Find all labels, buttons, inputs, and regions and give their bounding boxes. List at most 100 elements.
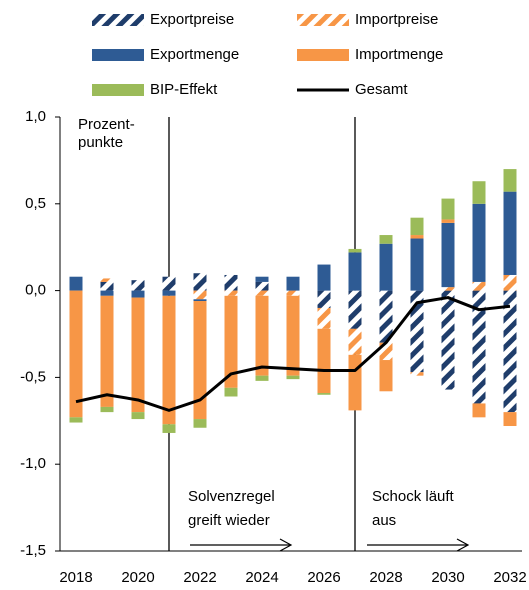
bar-segment	[379, 243, 393, 291]
bar-segment	[503, 191, 517, 275]
bar-segment	[317, 328, 331, 394]
legend-label: BIP-Effekt	[150, 81, 218, 98]
y-tick-label: -0,5	[20, 368, 46, 385]
bar-segment	[317, 393, 331, 395]
bar-segment	[100, 290, 114, 296]
total-line	[75, 296, 511, 412]
bar-segment	[286, 375, 300, 380]
bar-segment	[100, 406, 114, 413]
legend-swatch	[92, 14, 144, 26]
bar-segment	[131, 290, 145, 298]
annotation: greift wieder	[188, 512, 270, 529]
bar-segment	[472, 290, 486, 404]
legend-label: Importmenge	[355, 46, 443, 63]
unit-label: punkte	[78, 134, 123, 151]
bar-segment	[100, 278, 114, 282]
bar-segment	[472, 203, 486, 282]
y-tick-label: 0,0	[25, 282, 46, 299]
bar-segment	[317, 264, 331, 291]
bar-segment	[162, 290, 176, 296]
bar-segment	[472, 181, 486, 204]
bar-segment	[255, 276, 269, 282]
bar-segment	[348, 328, 362, 355]
legend-label: Exportmenge	[150, 46, 239, 63]
bar-segment	[472, 281, 486, 291]
bar-segment	[410, 217, 424, 236]
y-tick-label: 1,0	[25, 108, 46, 125]
annotation: Schock läuft	[372, 488, 455, 505]
bar-segment	[69, 276, 83, 291]
bar-segment	[224, 290, 238, 296]
bar-segment	[193, 419, 207, 428]
bar-segment	[472, 403, 486, 418]
bar-segment	[317, 290, 331, 308]
bar-segment	[379, 290, 393, 343]
legend-swatch	[92, 49, 144, 61]
bar-segment	[224, 274, 238, 291]
bar-segment	[379, 360, 393, 392]
bar-segment	[100, 281, 114, 291]
x-tick-label: 2028	[369, 569, 402, 586]
bar-segment	[348, 248, 362, 253]
x-tick-label: 2030	[431, 569, 464, 586]
x-tick-label: 2024	[245, 569, 278, 586]
bar-segment	[410, 372, 424, 376]
bar-segment	[255, 295, 269, 376]
bar-segment	[441, 290, 455, 390]
bar-segment	[255, 375, 269, 381]
bar-segment	[441, 198, 455, 220]
bar-segment	[100, 295, 114, 407]
bar-segment	[162, 424, 176, 433]
arrow-head	[456, 538, 470, 552]
bar-segment	[441, 219, 455, 223]
bar-segment	[224, 387, 238, 397]
bar-segment	[286, 295, 300, 376]
legend-swatch	[297, 14, 349, 26]
x-tick-label: 2032	[493, 569, 526, 586]
bar-segment	[348, 290, 362, 329]
bar-segment	[286, 276, 300, 291]
bar-segment	[348, 252, 362, 291]
annotation: aus	[372, 512, 396, 529]
y-tick-label: -1,5	[20, 542, 46, 559]
y-tick-label: -1,0	[20, 455, 46, 472]
bar-segment	[69, 417, 83, 423]
bar-segment	[503, 169, 517, 192]
annotation: Solvenzregel	[188, 488, 275, 505]
x-tick-label: 2022	[183, 569, 216, 586]
bar-segment	[441, 287, 455, 291]
x-tick-label: 2020	[121, 569, 154, 586]
bar-segment	[193, 301, 207, 420]
arrow-head	[279, 538, 293, 552]
bar-segment	[162, 295, 176, 425]
bar-segment	[193, 273, 207, 291]
bar-segment	[193, 299, 207, 302]
bar-segment	[69, 290, 83, 418]
bar-segment	[503, 412, 517, 427]
bar-segment	[131, 280, 145, 291]
bar-segment	[348, 354, 362, 411]
bar-segment	[503, 274, 517, 291]
bar-segment	[224, 295, 238, 388]
bar-segment	[317, 307, 331, 329]
bar-segment	[410, 290, 424, 373]
legend-label: Importpreise	[355, 11, 438, 28]
legend-swatch	[297, 49, 349, 61]
bar-segment	[410, 238, 424, 291]
bar-segment	[441, 222, 455, 288]
bar-segment	[131, 412, 145, 420]
legend-label: Gesamt	[355, 81, 408, 98]
x-tick-label: 2026	[307, 569, 340, 586]
y-tick-label: 0,5	[25, 195, 46, 212]
legend-label: Exportpreise	[150, 11, 234, 28]
x-tick-label: 2018	[59, 569, 92, 586]
bar-segment	[410, 235, 424, 239]
bar-segment	[503, 290, 517, 413]
bar-segment	[193, 290, 207, 300]
bar-segment	[162, 276, 176, 291]
bar-segment	[255, 281, 269, 291]
bar-segment	[255, 290, 269, 296]
unit-label: Prozent-	[78, 116, 135, 133]
bar-segment	[131, 297, 145, 413]
